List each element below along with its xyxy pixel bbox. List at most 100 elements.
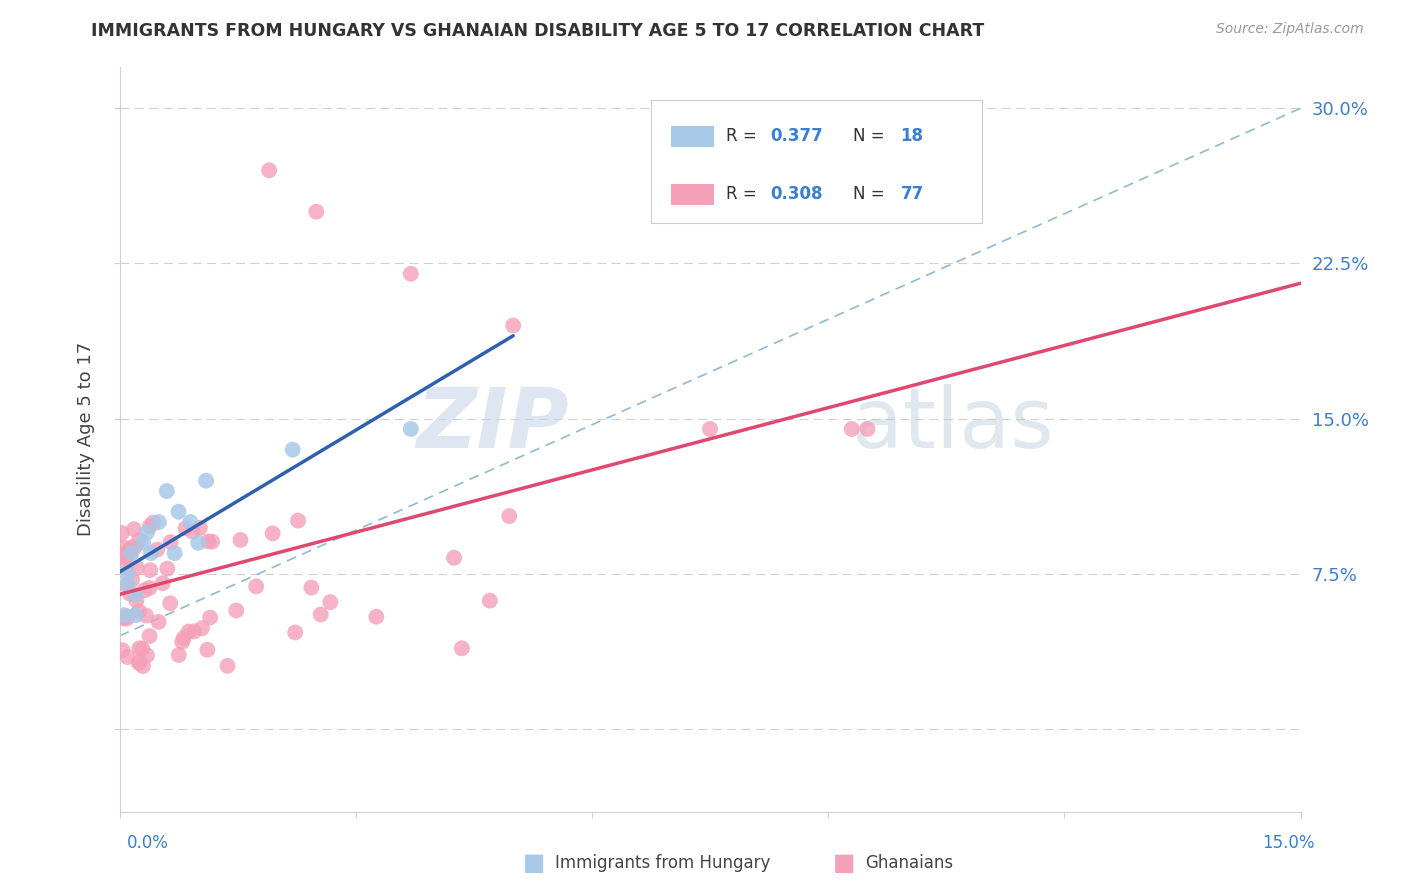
Point — [117, 577, 139, 591]
Point — [156, 561, 179, 575]
Point — [399, 267, 422, 281]
Point — [120, 546, 142, 560]
Point — [197, 534, 219, 549]
Text: ZIP: ZIP — [416, 384, 568, 465]
Point — [118, 586, 141, 600]
Point — [111, 525, 134, 540]
Point — [139, 563, 162, 577]
Point — [841, 422, 863, 436]
Point — [118, 541, 141, 556]
Point — [152, 576, 174, 591]
Text: atlas: atlas — [852, 384, 1053, 465]
Point — [117, 650, 139, 665]
Point — [399, 422, 422, 436]
Text: 77: 77 — [901, 186, 924, 203]
Point — [136, 648, 159, 663]
Point — [139, 546, 162, 560]
Point — [191, 621, 214, 635]
Text: 0.308: 0.308 — [770, 186, 824, 203]
Point — [138, 581, 160, 595]
Point — [115, 609, 138, 624]
Point — [115, 612, 138, 626]
Point — [148, 615, 170, 629]
Point — [112, 611, 135, 625]
Point — [174, 521, 197, 535]
Y-axis label: Disability Age 5 to 17: Disability Age 5 to 17 — [77, 343, 96, 536]
Text: IMMIGRANTS FROM HUNGARY VS GHANAIAN DISABILITY AGE 5 TO 17 CORRELATION CHART: IMMIGRANTS FROM HUNGARY VS GHANAIAN DISA… — [91, 22, 984, 40]
Point — [195, 642, 218, 657]
Text: Immigrants from Hungary: Immigrants from Hungary — [555, 855, 770, 872]
Point — [245, 579, 267, 593]
Text: R =: R = — [725, 186, 762, 203]
Point — [284, 625, 307, 640]
FancyBboxPatch shape — [651, 101, 981, 223]
Point — [125, 561, 148, 575]
Point — [498, 509, 520, 524]
Point — [177, 624, 200, 639]
Point — [856, 422, 879, 436]
Point — [257, 163, 280, 178]
Point — [112, 608, 135, 623]
Point — [120, 547, 142, 561]
Point — [134, 583, 156, 598]
Point — [111, 540, 134, 554]
Point — [125, 593, 148, 607]
Text: N =: N = — [853, 186, 890, 203]
Point — [502, 318, 524, 333]
FancyBboxPatch shape — [671, 126, 714, 147]
Point — [443, 550, 465, 565]
Point — [115, 579, 138, 593]
Point — [217, 658, 239, 673]
Point — [478, 593, 501, 607]
Point — [699, 422, 721, 436]
Point — [117, 566, 139, 581]
Point — [167, 505, 190, 519]
Point — [148, 515, 170, 529]
Point — [262, 526, 284, 541]
Point — [195, 474, 218, 488]
Point — [159, 596, 181, 610]
Point — [122, 522, 145, 536]
Point — [142, 516, 165, 530]
Point — [128, 656, 150, 670]
Point — [167, 648, 190, 662]
Text: 0.377: 0.377 — [770, 128, 824, 145]
Text: ■: ■ — [832, 852, 855, 875]
Point — [159, 535, 181, 549]
Point — [138, 629, 160, 643]
Point — [229, 533, 252, 547]
Point — [132, 535, 155, 549]
Point — [299, 581, 322, 595]
Point — [121, 573, 143, 587]
FancyBboxPatch shape — [671, 184, 714, 204]
Text: ■: ■ — [523, 852, 546, 875]
Point — [135, 608, 157, 623]
Point — [201, 534, 224, 549]
Point — [183, 624, 205, 639]
Point — [451, 641, 474, 656]
Point — [128, 533, 150, 548]
Point — [132, 659, 155, 673]
Point — [136, 525, 159, 540]
Point — [287, 514, 309, 528]
Point — [115, 561, 138, 575]
Point — [114, 550, 136, 565]
Point — [309, 607, 332, 622]
Point — [179, 515, 201, 529]
Point — [156, 483, 179, 498]
Point — [114, 547, 136, 561]
Point — [114, 549, 136, 564]
Point — [225, 603, 247, 617]
Text: 0.0%: 0.0% — [127, 834, 169, 852]
Point — [172, 635, 194, 649]
Point — [146, 542, 169, 557]
Point — [188, 521, 211, 535]
Text: Source: ZipAtlas.com: Source: ZipAtlas.com — [1216, 22, 1364, 37]
Point — [128, 641, 150, 656]
Text: N =: N = — [853, 128, 890, 145]
Point — [139, 519, 162, 533]
Point — [163, 546, 186, 560]
Point — [366, 609, 388, 624]
Point — [124, 587, 146, 601]
Point — [111, 643, 134, 657]
